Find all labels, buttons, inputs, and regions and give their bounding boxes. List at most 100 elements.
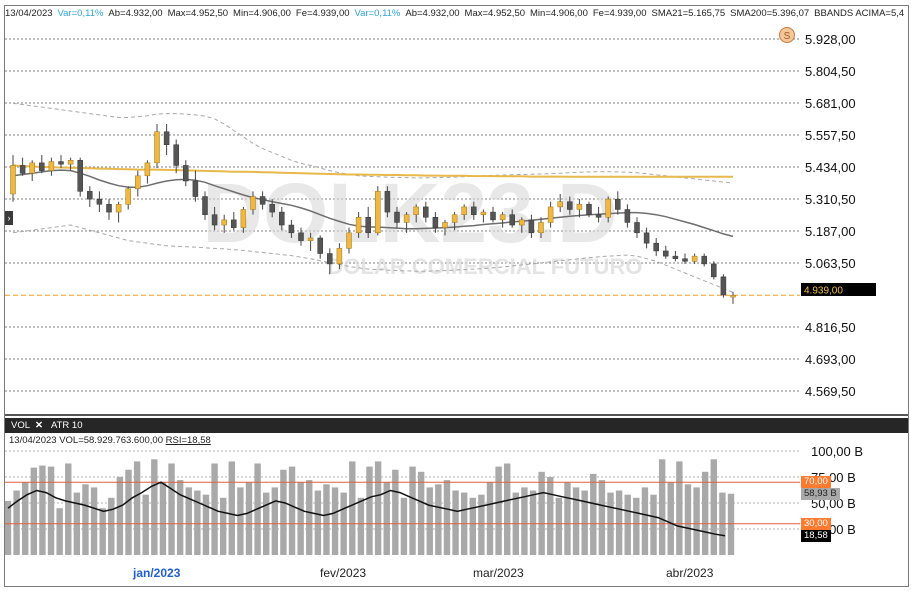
- volume-bar[interactable]: [331, 487, 339, 555]
- volume-bar[interactable]: [297, 482, 304, 555]
- volume-bar[interactable]: [99, 508, 106, 555]
- volume-bar[interactable]: [400, 497, 408, 555]
- volume-bar[interactable]: [495, 466, 502, 555]
- candle[interactable]: [202, 191, 208, 220]
- volume-bar[interactable]: [237, 487, 244, 555]
- price-chart[interactable]: DOLK23.D DOLAR COMERCIAL FUTURO 5.928,00…: [5, 24, 908, 414]
- volume-bar[interactable]: [374, 461, 382, 555]
- volume-bar[interactable]: [538, 471, 545, 555]
- candle[interactable]: [711, 261, 717, 280]
- candle[interactable]: [615, 191, 621, 215]
- candle[interactable]: [221, 214, 227, 233]
- volume-bar[interactable]: [245, 482, 253, 555]
- candle[interactable]: [423, 201, 429, 223]
- candle[interactable]: [442, 219, 448, 236]
- candle[interactable]: [250, 191, 256, 215]
- candle[interactable]: [394, 206, 400, 228]
- volume-bar[interactable]: [710, 459, 717, 555]
- candle[interactable]: [39, 155, 45, 174]
- candle[interactable]: [701, 253, 707, 267]
- candle[interactable]: [663, 245, 669, 259]
- volume-bar[interactable]: [202, 494, 210, 555]
- volume-bar[interactable]: [684, 484, 692, 555]
- volume-bar[interactable]: [727, 493, 735, 555]
- volume-chart[interactable]: 100,00 B75,00 B50,00 B25,00 B: [5, 446, 908, 558]
- volume-bar[interactable]: [701, 471, 709, 555]
- candle[interactable]: [144, 160, 151, 184]
- volume-bar[interactable]: [417, 471, 425, 555]
- candle[interactable]: [10, 155, 16, 202]
- volume-bar[interactable]: [624, 494, 631, 555]
- candle[interactable]: [48, 157, 55, 176]
- volume-bar[interactable]: [615, 490, 623, 555]
- candle[interactable]: [58, 155, 64, 169]
- candle[interactable]: [298, 227, 304, 246]
- candle[interactable]: [279, 206, 285, 231]
- candle[interactable]: [605, 196, 611, 223]
- candle[interactable]: [307, 232, 314, 251]
- volume-bar[interactable]: [521, 487, 528, 555]
- volume-bar[interactable]: [5, 500, 12, 555]
- volume-bar[interactable]: [598, 480, 606, 555]
- candle[interactable]: [192, 170, 199, 202]
- volume-bar[interactable]: [383, 482, 390, 555]
- candle[interactable]: [682, 253, 688, 264]
- s-badge[interactable]: S: [779, 27, 795, 43]
- volume-bar[interactable]: [426, 487, 433, 555]
- candle[interactable]: [336, 243, 343, 270]
- candle[interactable]: [211, 206, 218, 231]
- volume-bar[interactable]: [151, 459, 158, 555]
- candle[interactable]: [77, 157, 83, 197]
- volume-bar[interactable]: [168, 463, 175, 555]
- tab-vol[interactable]: VOL: [7, 419, 34, 432]
- candle[interactable]: [499, 212, 506, 228]
- panel-divider[interactable]: [5, 414, 908, 416]
- volume-bar[interactable]: [443, 480, 451, 555]
- volume-bar[interactable]: [133, 461, 141, 555]
- volume-bar[interactable]: [555, 497, 563, 555]
- candle[interactable]: [231, 212, 237, 231]
- volume-bar[interactable]: [478, 494, 485, 555]
- candle[interactable]: [154, 123, 160, 169]
- candle[interactable]: [413, 204, 419, 223]
- volume-bar[interactable]: [409, 466, 416, 555]
- volume-bar[interactable]: [504, 463, 511, 555]
- candle[interactable]: [269, 199, 275, 218]
- candle[interactable]: [547, 201, 554, 228]
- volume-bar[interactable]: [65, 463, 72, 555]
- volume-bar[interactable]: [349, 461, 356, 555]
- candle[interactable]: [115, 201, 122, 223]
- candle[interactable]: [653, 237, 659, 257]
- candle[interactable]: [125, 186, 131, 210]
- candle[interactable]: [327, 248, 333, 275]
- volume-bar[interactable]: [56, 508, 63, 555]
- volume-bar[interactable]: [435, 484, 442, 555]
- volume-bar[interactable]: [667, 482, 674, 555]
- panel-expand-handle[interactable]: ›: [5, 211, 13, 225]
- volume-bar[interactable]: [22, 482, 29, 555]
- candle[interactable]: [96, 191, 103, 213]
- volume-bar[interactable]: [159, 482, 167, 555]
- candle[interactable]: [259, 191, 266, 210]
- candle[interactable]: [317, 235, 323, 259]
- candle[interactable]: [720, 274, 727, 298]
- candle[interactable]: [375, 186, 381, 236]
- volume-bar[interactable]: [357, 497, 365, 555]
- volume-bar[interactable]: [323, 484, 330, 555]
- volume-bar[interactable]: [590, 473, 597, 555]
- volume-bar[interactable]: [547, 477, 554, 555]
- candle[interactable]: [509, 209, 515, 228]
- volume-bar[interactable]: [314, 490, 322, 555]
- candle[interactable]: [384, 186, 391, 218]
- volume-bar[interactable]: [572, 487, 580, 555]
- volume-bar[interactable]: [581, 490, 588, 555]
- candle[interactable]: [634, 217, 640, 238]
- candle[interactable]: [346, 227, 352, 254]
- volume-bar[interactable]: [82, 484, 89, 555]
- volume-bar[interactable]: [306, 480, 313, 555]
- volume-bar[interactable]: [658, 459, 666, 555]
- volume-bar[interactable]: [288, 466, 296, 555]
- candle[interactable]: [586, 201, 592, 218]
- candle[interactable]: [672, 250, 679, 262]
- candle[interactable]: [691, 253, 698, 264]
